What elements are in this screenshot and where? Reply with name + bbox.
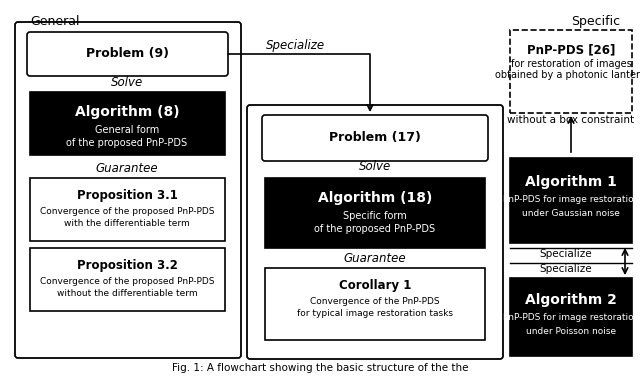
Text: Guarantee: Guarantee (96, 162, 158, 174)
Text: Algorithm (8): Algorithm (8) (75, 105, 179, 119)
Text: Proposition 3.2: Proposition 3.2 (77, 259, 177, 272)
Bar (265, 178, 485, 248)
Text: Convergence of the proposed PnP-PDS: Convergence of the proposed PnP-PDS (40, 277, 214, 287)
Bar (30, 178, 225, 241)
Text: General: General (30, 15, 79, 28)
Text: obtained by a photonic lantern: obtained by a photonic lantern (495, 70, 640, 80)
Text: Specific form: Specific form (343, 211, 407, 221)
Text: under Gaussian noise: under Gaussian noise (522, 208, 620, 218)
Text: Proposition 3.1: Proposition 3.1 (77, 189, 177, 202)
Text: with the differentiable term: with the differentiable term (64, 219, 190, 229)
Text: Fig. 1: A flowchart showing the basic structure of the the: Fig. 1: A flowchart showing the basic st… (172, 363, 468, 373)
Text: under Poisson noise: under Poisson noise (526, 327, 616, 336)
Text: Algorithm 2: Algorithm 2 (525, 293, 617, 307)
Text: Convergence of the proposed PnP-PDS: Convergence of the proposed PnP-PDS (40, 208, 214, 216)
Text: Algorithm 1: Algorithm 1 (525, 175, 617, 189)
Text: Problem (17): Problem (17) (329, 131, 421, 144)
Text: without a box constraint: without a box constraint (508, 115, 635, 125)
Text: PnP-PDS for image restoration: PnP-PDS for image restoration (503, 314, 639, 322)
FancyBboxPatch shape (15, 22, 241, 358)
Text: Specialize: Specialize (539, 264, 591, 274)
Text: Specialize: Specialize (266, 38, 324, 51)
Text: PnP-PDS [26]: PnP-PDS [26] (527, 43, 615, 56)
Text: of the proposed PnP-PDS: of the proposed PnP-PDS (67, 138, 188, 148)
Text: Algorithm (18): Algorithm (18) (318, 191, 432, 205)
Text: Specific: Specific (571, 15, 620, 28)
Text: Solve: Solve (359, 160, 391, 173)
Text: of the proposed PnP-PDS: of the proposed PnP-PDS (314, 224, 436, 234)
FancyBboxPatch shape (247, 105, 503, 359)
Bar (510, 30, 632, 113)
Bar (510, 278, 632, 356)
Text: Convergence of the PnP-PDS: Convergence of the PnP-PDS (310, 298, 440, 306)
Bar (30, 248, 225, 311)
Bar (30, 92, 225, 155)
FancyBboxPatch shape (262, 115, 488, 161)
Text: for restoration of images: for restoration of images (511, 59, 632, 69)
Text: without the differentiable term: without the differentiable term (57, 290, 197, 298)
Text: Guarantee: Guarantee (344, 251, 406, 264)
Text: for typical image restoration tasks: for typical image restoration tasks (297, 309, 453, 319)
Text: Problem (9): Problem (9) (86, 48, 168, 61)
Text: General form: General form (95, 125, 159, 135)
Bar (510, 158, 632, 243)
Text: Corollary 1: Corollary 1 (339, 280, 411, 293)
Bar (265, 268, 485, 340)
Text: Specialize: Specialize (539, 249, 591, 259)
Text: Solve: Solve (111, 75, 143, 88)
FancyBboxPatch shape (27, 32, 228, 76)
Text: PnP-PDS for image restoration: PnP-PDS for image restoration (503, 195, 639, 205)
